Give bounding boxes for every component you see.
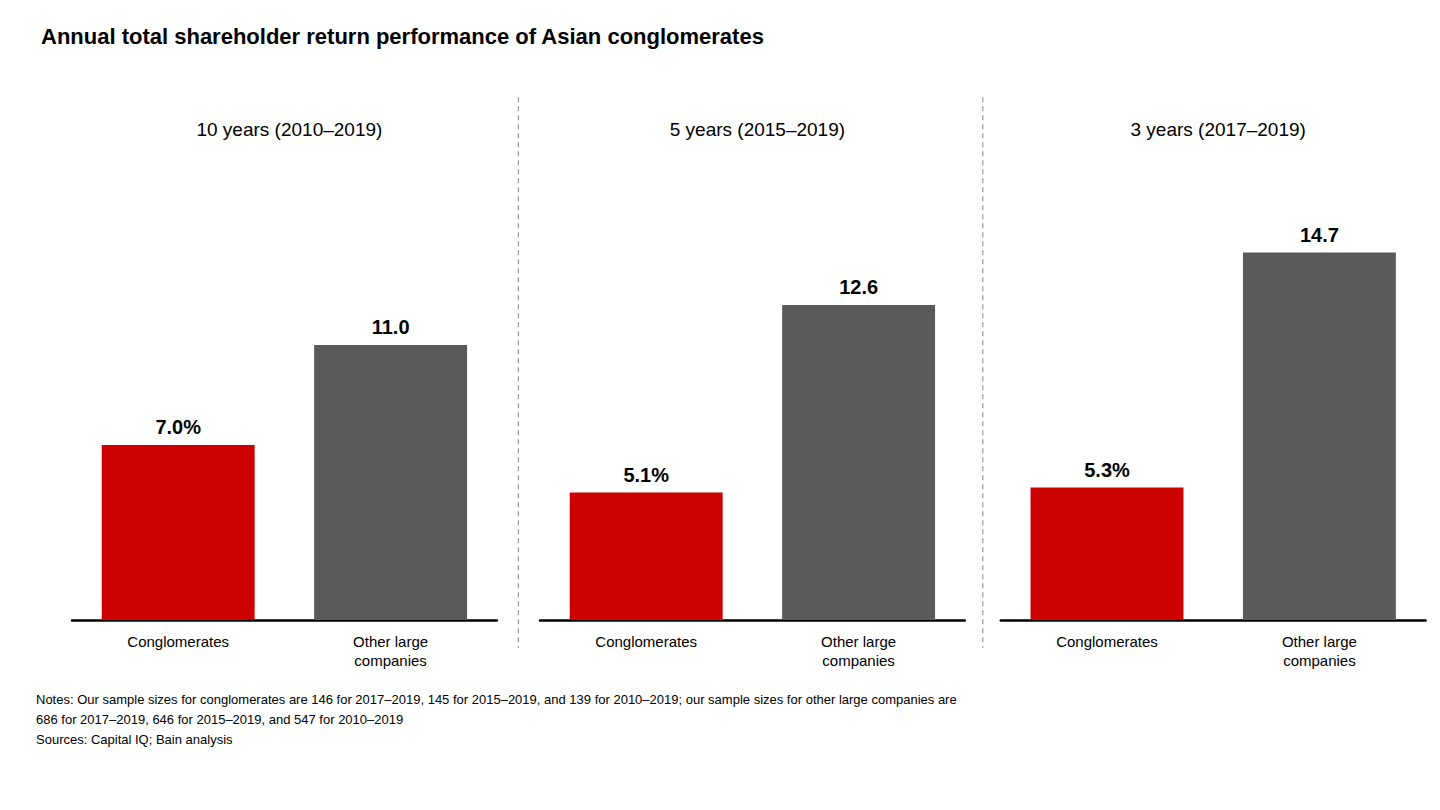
svg-text:10 years (2010–2019): 10 years (2010–2019) [196, 119, 382, 140]
svg-text:Conglomerates: Conglomerates [127, 633, 229, 650]
svg-text:686 for 2017–2019, 646 for 201: 686 for 2017–2019, 646 for 2015–2019, an… [36, 712, 403, 727]
svg-text:Conglomerates: Conglomerates [595, 633, 697, 650]
svg-text:companies: companies [1283, 652, 1356, 669]
svg-text:5 years (2015–2019): 5 years (2015–2019) [670, 119, 845, 140]
svg-text:Other large: Other large [821, 633, 896, 650]
svg-text:5.1%: 5.1% [623, 464, 669, 486]
svg-text:14.7: 14.7 [1300, 224, 1339, 246]
svg-text:7.0%: 7.0% [155, 416, 201, 438]
svg-text:Annual total shareholder retur: Annual total shareholder return performa… [41, 24, 764, 49]
svg-text:Other large: Other large [353, 633, 428, 650]
svg-text:3 years (2017–2019): 3 years (2017–2019) [1131, 119, 1306, 140]
svg-text:Conglomerates: Conglomerates [1056, 633, 1158, 650]
svg-text:Notes: Our sample sizes for co: Notes: Our sample sizes for conglomerate… [36, 692, 957, 707]
svg-text:Other large: Other large [1282, 633, 1357, 650]
svg-text:companies: companies [822, 652, 895, 669]
svg-text:5.3%: 5.3% [1084, 459, 1130, 481]
svg-text:companies: companies [354, 652, 427, 669]
svg-text:Sources: Capital IQ; Bain anal: Sources: Capital IQ; Bain analysis [36, 732, 233, 747]
svg-text:11.0: 11.0 [372, 316, 410, 338]
svg-text:12.6: 12.6 [839, 276, 878, 298]
